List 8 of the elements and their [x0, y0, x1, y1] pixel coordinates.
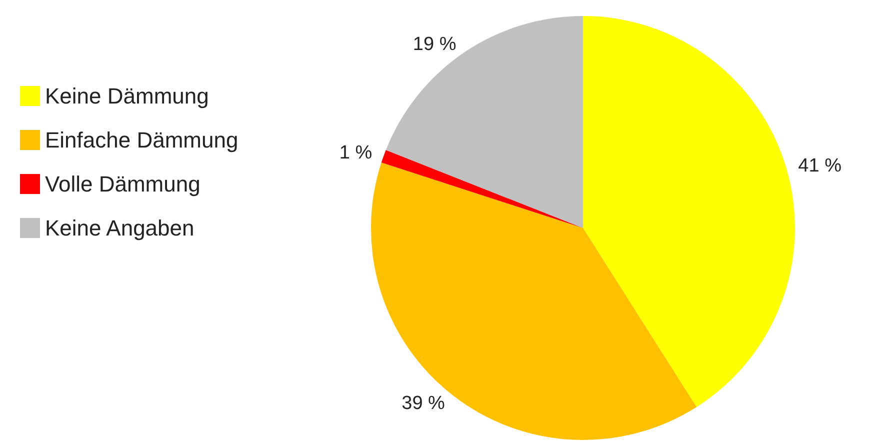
- legend-label: Volle Dämmung: [45, 172, 200, 196]
- legend-label: Keine Dämmung: [45, 84, 209, 108]
- legend-label: Keine Angaben: [45, 216, 194, 240]
- data-label: 1 %: [339, 142, 372, 164]
- data-label: 39 %: [402, 392, 446, 414]
- data-label: 41 %: [798, 156, 842, 177]
- legend-label: Einfache Dämmung: [45, 128, 238, 152]
- data-label: 19 %: [412, 34, 456, 55]
